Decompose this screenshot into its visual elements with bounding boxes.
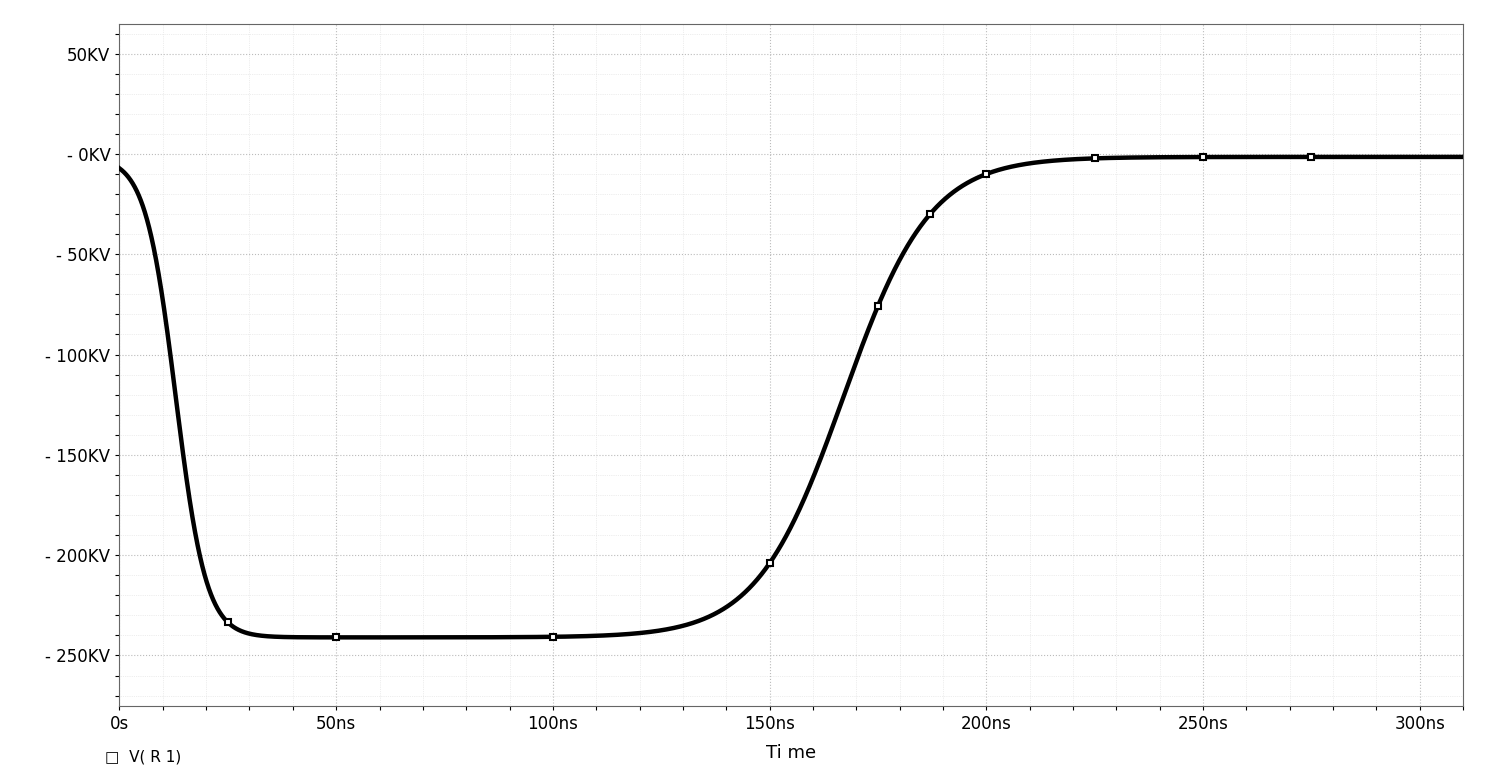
Text: □  V( R 1): □ V( R 1) <box>105 749 181 764</box>
X-axis label: Ti me: Ti me <box>766 744 817 762</box>
